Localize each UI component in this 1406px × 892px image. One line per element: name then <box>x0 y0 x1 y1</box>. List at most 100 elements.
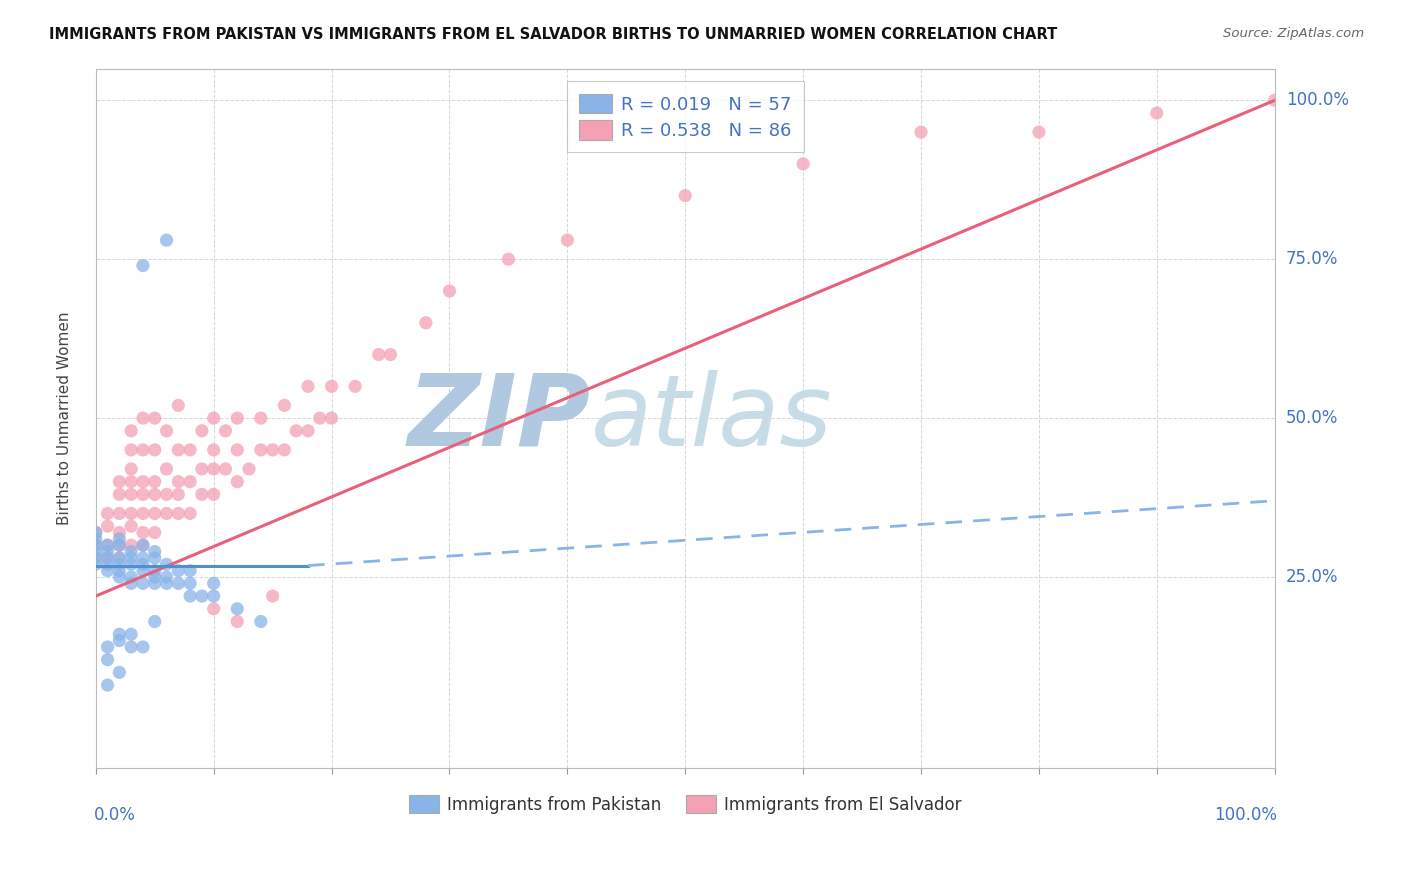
Point <box>143 544 166 558</box>
Point <box>108 665 131 680</box>
Point <box>120 507 142 521</box>
Point <box>97 640 120 654</box>
Point <box>132 538 155 552</box>
Point <box>132 259 155 273</box>
Point <box>120 487 142 501</box>
Point <box>120 570 142 584</box>
Point <box>238 462 260 476</box>
Point <box>202 589 225 603</box>
Point <box>226 475 249 489</box>
Point <box>132 475 155 489</box>
Point <box>84 538 107 552</box>
Text: IMMIGRANTS FROM PAKISTAN VS IMMIGRANTS FROM EL SALVADOR BIRTHS TO UNMARRIED WOME: IMMIGRANTS FROM PAKISTAN VS IMMIGRANTS F… <box>49 27 1057 42</box>
Text: 50.0%: 50.0% <box>1286 409 1339 427</box>
Point <box>132 558 155 572</box>
Point <box>108 525 131 540</box>
Point <box>97 678 120 692</box>
Point <box>108 551 131 566</box>
Point <box>1264 93 1286 107</box>
Point <box>155 507 177 521</box>
Point <box>108 564 131 578</box>
Point <box>179 507 201 521</box>
Point <box>97 551 120 566</box>
Point <box>120 519 142 533</box>
Point <box>143 525 166 540</box>
Point <box>214 462 236 476</box>
Point <box>439 284 461 298</box>
Point <box>97 653 120 667</box>
Point <box>132 538 155 552</box>
Point <box>120 544 142 558</box>
Point <box>155 487 177 501</box>
Point <box>108 570 131 584</box>
Legend: Immigrants from Pakistan, Immigrants from El Salvador: Immigrants from Pakistan, Immigrants fro… <box>401 787 970 822</box>
Point <box>143 564 166 578</box>
Point <box>202 442 225 457</box>
Point <box>120 424 142 438</box>
Point <box>132 564 155 578</box>
Point <box>262 442 284 457</box>
Point <box>344 379 367 393</box>
Text: 75.0%: 75.0% <box>1286 251 1339 268</box>
Point <box>179 589 201 603</box>
Point <box>84 551 107 566</box>
Point <box>143 576 166 591</box>
Point <box>202 411 225 425</box>
Point <box>415 316 437 330</box>
Point <box>155 570 177 584</box>
Point <box>321 411 343 425</box>
Point <box>108 633 131 648</box>
Point <box>108 551 131 566</box>
Point <box>262 589 284 603</box>
Point <box>84 538 107 552</box>
Point <box>143 442 166 457</box>
Point <box>557 233 579 247</box>
Point <box>97 538 120 552</box>
Point <box>97 558 120 572</box>
Point <box>167 475 190 489</box>
Point <box>143 487 166 501</box>
Point <box>108 487 131 501</box>
Point <box>132 640 155 654</box>
Point <box>143 615 166 629</box>
Text: 100.0%: 100.0% <box>1213 806 1277 824</box>
Point <box>97 519 120 533</box>
Point <box>132 576 155 591</box>
Point <box>132 487 155 501</box>
Point <box>273 442 295 457</box>
Point <box>673 188 696 202</box>
Point <box>132 507 155 521</box>
Point <box>84 532 107 546</box>
Point <box>226 615 249 629</box>
Point <box>202 462 225 476</box>
Point <box>214 424 236 438</box>
Point <box>143 551 166 566</box>
Point <box>191 487 214 501</box>
Text: atlas: atlas <box>591 369 832 467</box>
Point <box>120 442 142 457</box>
Point <box>120 576 142 591</box>
Point <box>108 538 131 552</box>
Point <box>132 411 155 425</box>
Point <box>367 347 389 361</box>
Point <box>97 551 120 566</box>
Point <box>226 442 249 457</box>
Point <box>120 462 142 476</box>
Point <box>108 507 131 521</box>
Point <box>120 558 142 572</box>
Text: 25.0%: 25.0% <box>1286 568 1339 586</box>
Point <box>191 424 214 438</box>
Point <box>155 462 177 476</box>
Point <box>250 411 273 425</box>
Point <box>155 233 177 247</box>
Point <box>1146 106 1168 120</box>
Point <box>155 424 177 438</box>
Point <box>155 576 177 591</box>
Point <box>308 411 330 425</box>
Point <box>167 507 190 521</box>
Point <box>285 424 308 438</box>
Point <box>132 442 155 457</box>
Point <box>191 589 214 603</box>
Point <box>380 347 402 361</box>
Point <box>143 411 166 425</box>
